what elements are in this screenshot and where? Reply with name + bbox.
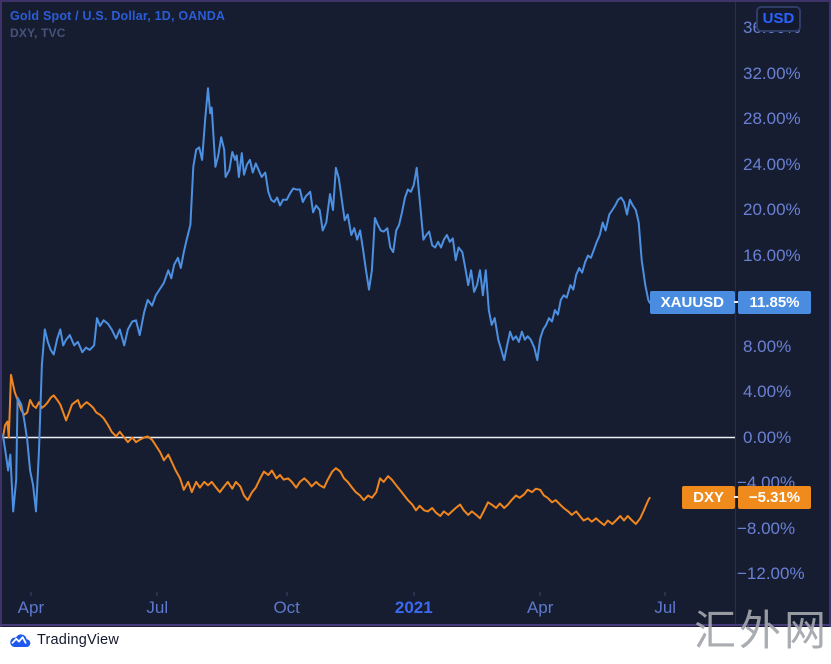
legend-main-symbol[interactable]: Gold Spot / U.S. Dollar, 1D, OANDA xyxy=(10,9,226,23)
price-scale-label: 20.00% xyxy=(743,200,801,219)
xauusd-badge-value: 11.85% xyxy=(734,291,811,315)
time-scale-tick xyxy=(413,592,415,596)
time-scale-tick xyxy=(30,592,32,596)
price-scale-label: 28.00% xyxy=(743,109,801,128)
xauusd-badge-symbol: XAUUSD xyxy=(649,291,735,315)
tradingview-logo-icon xyxy=(8,633,31,648)
time-scale[interactable]: Apr Jul Oct 2021 Apr Jul xyxy=(0,592,735,624)
time-scale-label: 2021 xyxy=(394,598,433,617)
price-scale-label: 4.00% xyxy=(743,382,792,401)
footer-strip xyxy=(0,627,831,664)
time-scale-label: Apr xyxy=(526,598,554,617)
dxy-badge-symbol: DXY xyxy=(682,486,735,510)
currency-toggle-button[interactable]: USD xyxy=(756,6,801,32)
time-scale-label: Jul xyxy=(654,598,677,617)
chart-legend: Gold Spot / U.S. Dollar, 1D, OANDA DXY, … xyxy=(10,8,225,41)
dxy-badge-value: −5.31% xyxy=(734,486,811,510)
xauusd-series-line[interactable] xyxy=(1,87,651,513)
time-scale-label: Apr xyxy=(17,598,45,617)
time-scale-label: Jul xyxy=(146,598,169,617)
price-scale-label: 8.00% xyxy=(743,336,792,356)
dxy-series-line[interactable] xyxy=(1,373,651,527)
price-scale-divider xyxy=(735,2,736,625)
time-scale-label: Oct xyxy=(273,598,300,617)
tradingview-attribution-label: TradingView xyxy=(37,632,119,648)
price-chart-canvas[interactable] xyxy=(0,0,735,592)
time-scale-tick xyxy=(286,592,288,596)
time-scale-tick xyxy=(664,592,666,596)
price-scale-label: 16.00% xyxy=(743,245,801,265)
time-scale-bottom-border xyxy=(0,624,831,626)
tradingview-attribution-link[interactable]: TradingView xyxy=(8,632,119,648)
time-scale-tick xyxy=(539,592,541,596)
price-scale-label: 24.00% xyxy=(743,154,801,174)
xauusd-price-badge: XAUUSD 11.85% xyxy=(649,291,811,315)
legend-compare-symbol[interactable]: DXY, TVC xyxy=(10,26,66,40)
price-scale-label: 0.00% xyxy=(743,427,792,447)
price-scale-label: −12.00% xyxy=(737,564,805,583)
dxy-price-badge: DXY −5.31% xyxy=(682,486,811,510)
price-scale-label: 32.00% xyxy=(743,63,801,83)
price-scale-label: −8.00% xyxy=(737,518,796,538)
time-scale-tick xyxy=(156,592,158,596)
